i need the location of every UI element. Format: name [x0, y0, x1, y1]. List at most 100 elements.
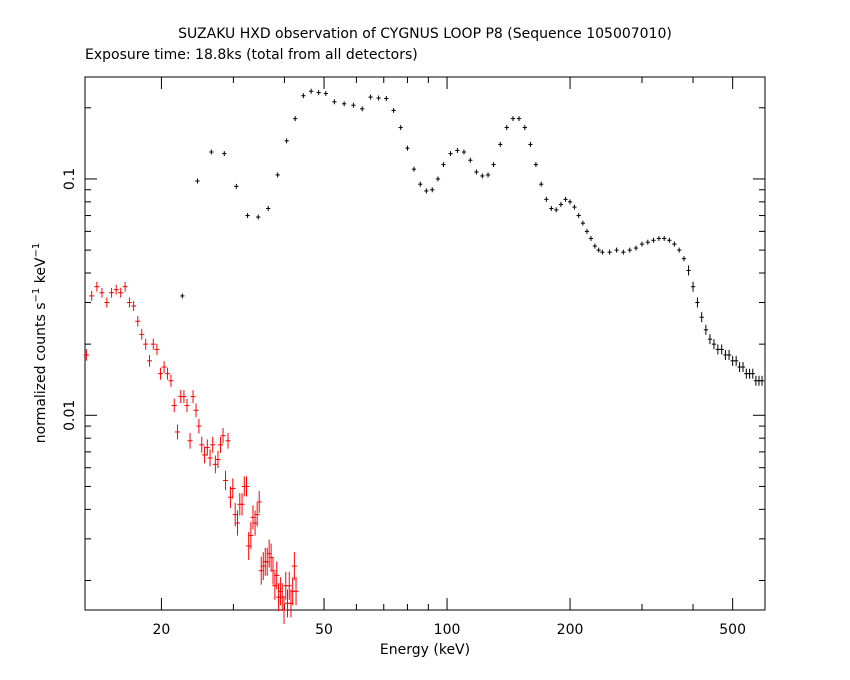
data-point — [672, 241, 677, 247]
data-point — [143, 338, 149, 350]
data-point — [256, 490, 262, 513]
data-point — [323, 90, 328, 96]
data-point — [293, 116, 298, 122]
data-point — [455, 147, 460, 153]
data-point — [600, 249, 605, 255]
y-axis-label-sup2: −1 — [31, 243, 42, 258]
data-point — [99, 287, 105, 298]
data-point — [491, 162, 496, 168]
data-point — [147, 355, 153, 367]
data-point — [510, 116, 516, 122]
data-point — [220, 427, 226, 444]
chart-title: SUZAKU HXD observation of CYGNUS LOOP P8… — [178, 26, 672, 42]
data-point — [528, 141, 533, 147]
data-point — [405, 145, 410, 151]
data-point — [171, 398, 177, 413]
plot-frame — [84, 76, 766, 611]
data-point — [567, 199, 573, 205]
data-point — [195, 178, 200, 184]
data-point — [118, 287, 124, 298]
data-point — [126, 297, 132, 308]
x-tick-label: 20 — [153, 622, 171, 638]
data-point — [212, 455, 218, 474]
data-point — [468, 157, 473, 163]
data-point — [309, 88, 314, 94]
data-point — [281, 596, 287, 624]
data-point — [196, 418, 202, 434]
y-tick-label: 0.01 — [62, 400, 78, 431]
series-1 — [180, 88, 765, 386]
data-point — [734, 355, 739, 366]
data-point — [516, 116, 522, 122]
data-point — [193, 403, 199, 418]
data-point — [424, 188, 429, 194]
data-point — [254, 502, 260, 527]
y-axis-label-mid: keV — [33, 257, 49, 288]
data-point — [376, 95, 381, 101]
data-point — [256, 214, 261, 220]
data-point — [210, 436, 216, 453]
data-point — [165, 367, 171, 380]
data-point — [707, 334, 713, 345]
data-point — [244, 476, 250, 497]
data-point — [360, 106, 365, 112]
x-tick-label: 50 — [315, 622, 333, 638]
data-point — [342, 101, 347, 107]
data-point — [726, 349, 732, 360]
data-point — [248, 521, 254, 550]
x-axis-label: Energy (keV) — [380, 642, 470, 658]
data-point — [113, 284, 119, 295]
data-point — [168, 374, 174, 387]
y-axis-label-main: normalized counts s — [33, 302, 49, 443]
data-point — [592, 243, 597, 249]
data-point — [190, 390, 196, 404]
data-point — [131, 300, 137, 312]
data-point — [435, 176, 441, 182]
data-point — [175, 424, 181, 440]
data-point — [94, 281, 100, 292]
data-point — [584, 228, 590, 234]
data-point — [759, 375, 765, 386]
data-point — [89, 290, 95, 301]
data-point — [588, 235, 594, 241]
data-point — [223, 470, 229, 491]
data-point — [750, 368, 755, 379]
data-point — [448, 151, 453, 157]
data-point — [202, 446, 208, 464]
data-point — [301, 93, 306, 99]
chart-subtitle: Exposure time: 18.8ks (total from all de… — [85, 47, 418, 63]
data-point — [677, 247, 682, 253]
data-point — [539, 181, 544, 187]
data-series-layer — [83, 88, 765, 624]
data-point — [161, 361, 167, 373]
data-point — [122, 281, 128, 292]
data-point — [690, 281, 696, 292]
data-point — [411, 166, 417, 172]
data-point — [391, 107, 396, 113]
data-point — [681, 256, 687, 262]
data-point — [662, 235, 667, 241]
y-axis: 0.01 0.1 — [62, 107, 765, 581]
data-point — [351, 102, 356, 108]
data-point — [215, 450, 221, 469]
data-point — [723, 349, 728, 360]
data-point — [293, 577, 299, 606]
data-point — [316, 90, 321, 96]
data-point — [596, 247, 601, 253]
data-point — [498, 141, 503, 147]
data-point — [711, 339, 717, 350]
data-point — [633, 245, 639, 251]
y-axis-label-sup1: −1 — [31, 288, 42, 303]
data-point — [398, 125, 403, 131]
data-point — [139, 328, 145, 340]
data-point — [180, 293, 185, 299]
data-point — [651, 237, 656, 243]
data-point — [430, 187, 435, 193]
data-point — [109, 287, 115, 298]
x-axis: 20 50 100 200 500 — [153, 77, 766, 638]
data-point — [83, 349, 89, 361]
data-point — [554, 207, 559, 213]
data-point — [533, 162, 539, 168]
data-point — [239, 493, 245, 516]
